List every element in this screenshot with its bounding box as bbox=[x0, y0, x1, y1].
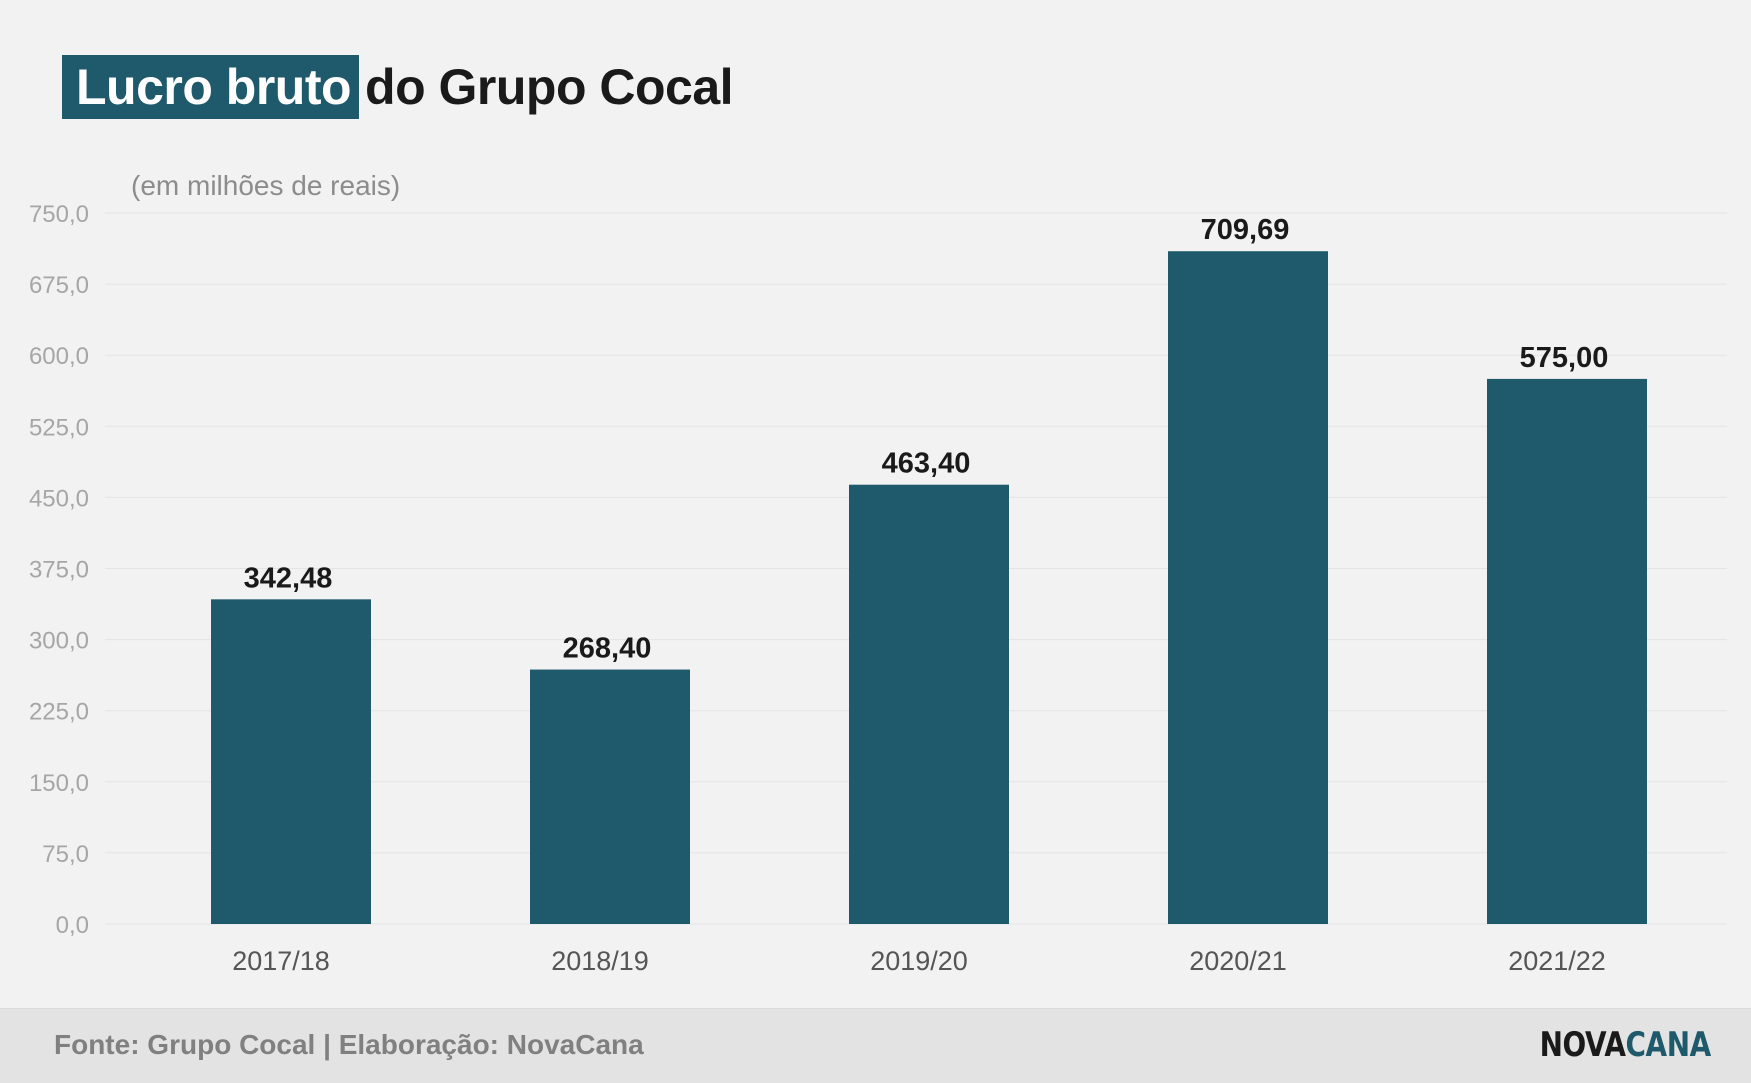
bar-value-label: 463,40 bbox=[882, 448, 971, 480]
logo-part-cana: CANA bbox=[1625, 1025, 1712, 1065]
bar bbox=[211, 599, 371, 924]
chart-title-highlight: Lucro bruto bbox=[62, 55, 360, 119]
bar-value-label: 342,48 bbox=[244, 562, 333, 594]
y-tick-label: 225,0 bbox=[29, 699, 89, 726]
y-tick-label: 75,0 bbox=[42, 841, 89, 868]
footer-source: Fonte: Grupo Cocal | Elaboração: NovaCan… bbox=[54, 1029, 644, 1060]
bar bbox=[1168, 251, 1328, 925]
bar bbox=[530, 669, 690, 924]
x-tick-label: 2018/19 bbox=[551, 946, 649, 976]
x-tick-label: 2017/18 bbox=[232, 946, 330, 976]
chart-title: Lucro bruto do Grupo Cocal bbox=[62, 55, 734, 119]
x-tick-label: 2019/20 bbox=[870, 946, 968, 976]
y-tick-label: 450,0 bbox=[29, 485, 89, 512]
bar-value-label: 575,00 bbox=[1520, 342, 1609, 374]
y-tick-label: 0,0 bbox=[56, 912, 89, 939]
y-tick-label: 300,0 bbox=[29, 628, 89, 655]
unit-label: (em milhões de reais) bbox=[131, 170, 400, 201]
x-tick-label: 2020/21 bbox=[1189, 946, 1287, 976]
y-tick-label: 150,0 bbox=[29, 770, 89, 797]
logo-part-nova: NOVA bbox=[1539, 1025, 1626, 1065]
x-tick-label: 2021/22 bbox=[1508, 946, 1606, 976]
bar-chart: 0,0 75,0 150,0 225,0 300,0 375,0 450,0 525,0 600… bbox=[29, 170, 1727, 976]
chart-title-rest: do Grupo Cocal bbox=[365, 59, 734, 115]
y-tick-label: 375,0 bbox=[29, 557, 89, 584]
bar bbox=[1487, 378, 1647, 924]
y-tick-label: 750,0 bbox=[29, 201, 89, 228]
y-tick-label: 525,0 bbox=[29, 414, 89, 441]
y-tick-label: 675,0 bbox=[29, 272, 89, 299]
novacana-logo: NOVACANA bbox=[1539, 1025, 1712, 1065]
bar bbox=[849, 484, 1009, 924]
footer: Fonte: Grupo Cocal | Elaboração: NovaCan… bbox=[0, 1008, 1751, 1083]
y-tick-label: 600,0 bbox=[29, 343, 89, 370]
bar-value-label: 709,69 bbox=[1201, 214, 1290, 246]
bar-value-label: 268,40 bbox=[563, 633, 652, 665]
